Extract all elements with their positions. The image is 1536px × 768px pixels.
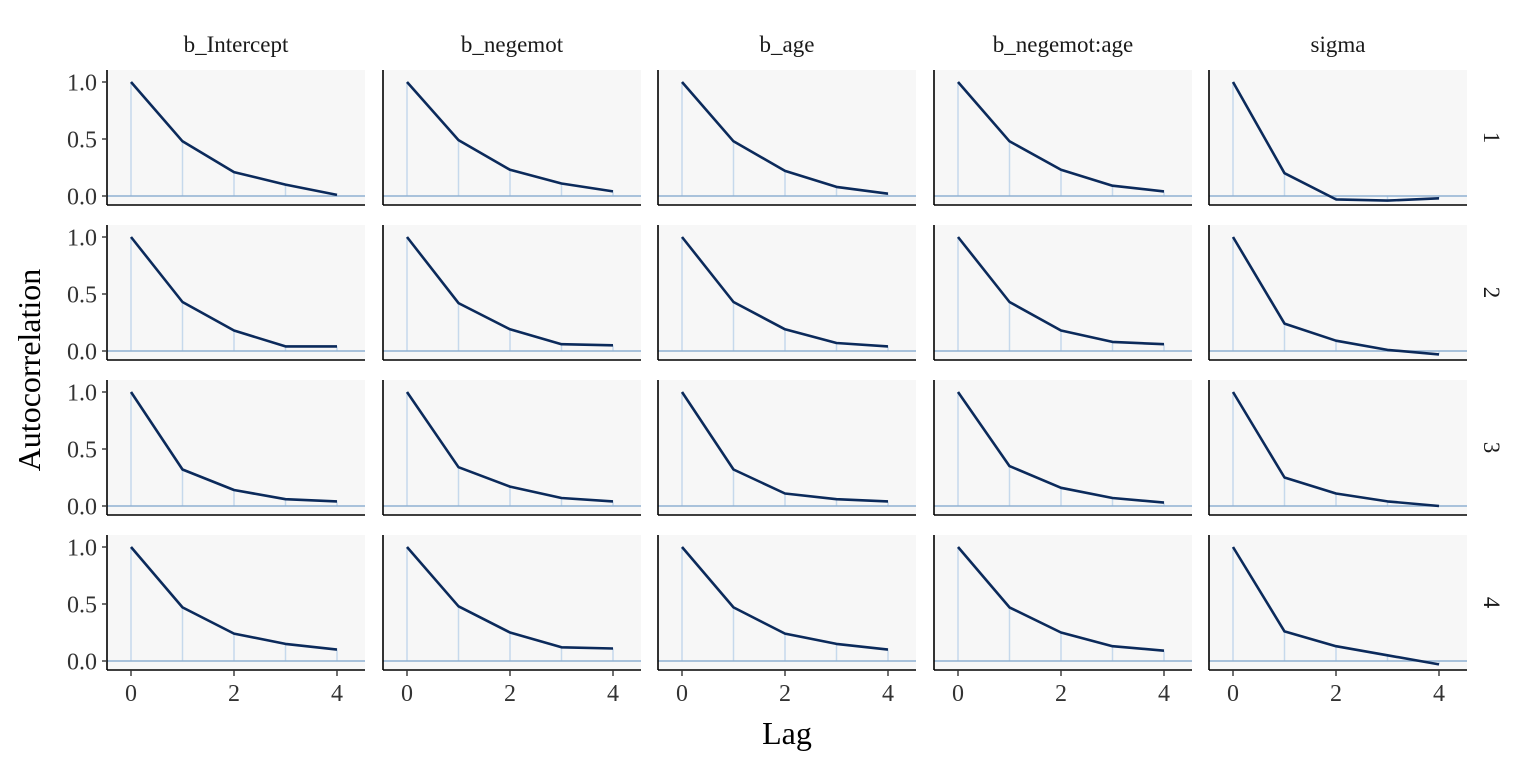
x-tick-label: 2 [1055,681,1067,707]
acf-line [406,546,614,650]
row-strip-3: 3 [1479,442,1504,454]
acf-line [406,81,614,193]
acf-line [956,391,1165,504]
panel-background [1209,225,1467,360]
panel-background [107,225,365,360]
y-tick-label: 1.0 [67,535,97,561]
y-tick-label: 1.0 [67,380,97,406]
panel-background [107,70,365,205]
y-tick-label: 0.5 [67,592,97,618]
panel-background [658,70,916,205]
panel-b-negemot-age-2 [933,225,1192,361]
panel-background [383,70,641,205]
panel-b-negemot-1 [382,70,641,206]
y-tick-label: 0.0 [67,184,97,210]
x-tick-label: 0 [125,681,137,707]
panel-b-age-2 [657,225,916,361]
x-tick-label: 0 [952,681,964,707]
panel-b-intercept-4: 0.0 0.5 1.0 0 2 4 [67,535,365,707]
panel-background [934,535,1192,670]
y-tick-label: 0.5 [67,127,97,153]
x-tick-label: 2 [504,681,516,707]
x-tick-label: 4 [882,681,894,707]
panel-background [658,535,916,670]
panel-background [658,225,916,360]
y-tick-label: 0.0 [67,494,97,520]
acf-line [1231,236,1440,356]
row-strip-1: 1 [1479,132,1504,144]
acf-line [956,236,1165,346]
panel-b-negemot-age-3 [933,380,1192,516]
acf-line [405,236,614,347]
y-tick-label: 0.5 [67,282,97,308]
panel-background [383,380,641,515]
y-tick-label: 1.0 [67,70,97,96]
panel-b-negemot-age-1 [933,70,1192,206]
acf-line [1231,391,1440,508]
x-tick-label: 4 [607,681,619,707]
panel-sigma-3 [1208,380,1467,516]
y-tick-label: 0.0 [67,649,97,675]
acf-line [1231,546,1440,666]
facet-grid: b_Intercept b_negemot b_age b_negemot:age si… [67,32,1504,707]
acf-line [681,546,889,651]
acf-line [957,81,1165,193]
acf-line [957,546,1165,652]
row-strip-2: 2 [1479,287,1504,299]
y-tick-label: 1.0 [67,225,97,251]
acf-line [680,236,889,348]
acf-line [681,81,889,195]
x-tick-label: 2 [228,681,240,707]
panel-background [383,225,641,360]
x-tick-label: 0 [1227,681,1239,707]
panel-background [1209,70,1467,205]
panel-background [934,70,1192,205]
panel-b-age-3 [657,380,916,516]
panel-b-negemot-4: 0 2 4 [382,535,641,707]
y-tick-label: 0.5 [67,437,97,463]
x-tick-label: 2 [779,681,791,707]
x-axis-title: Lag [762,715,812,751]
panel-sigma-4: 0 2 4 [1208,535,1467,707]
acf-line [680,391,889,503]
acf-line [1231,81,1440,202]
panel-background [1209,535,1467,670]
column-strip-b-intercept: b_Intercept [184,32,289,57]
row-strip-4: 4 [1479,597,1504,609]
panel-b-age-4: 0 2 4 [657,535,916,707]
panel-b-age-1 [657,70,916,206]
panel-background [934,380,1192,515]
panel-b-intercept-3: 0.0 0.5 1.0 [67,380,365,520]
panel-b-negemot-age-4: 0 2 4 [933,535,1192,707]
x-tick-label: 4 [1433,681,1445,707]
panel-background [107,535,365,670]
column-strip-sigma: sigma [1311,32,1366,57]
acf-line [129,236,337,348]
x-tick-label: 2 [1330,681,1342,707]
panel-b-intercept-1: 0.0 0.5 1.0 [67,70,365,210]
x-tick-label: 4 [331,681,343,707]
panel-b-negemot-2 [382,225,641,361]
y-tick-label: 0.0 [67,339,97,365]
x-tick-label: 0 [676,681,688,707]
panel-sigma-1 [1208,70,1467,206]
panel-sigma-2 [1208,225,1467,361]
acf-line [130,546,338,651]
x-tick-label: 0 [401,681,413,707]
y-axis-title: Autocorrelation [11,269,47,472]
panel-background [934,225,1192,360]
acf-line [129,391,338,503]
column-strip-b-age: b_age [760,32,815,57]
acf-line [405,391,614,503]
column-strip-b-negemot-age: b_negemot:age [993,32,1134,57]
acf-line [130,81,338,197]
panel-b-intercept-2: 0.0 0.5 1.0 [67,225,365,365]
x-tick-label: 4 [1158,681,1170,707]
column-strip-b-negemot: b_negemot [461,32,564,57]
panel-background [383,535,641,670]
panel-background [107,380,365,515]
panel-b-negemot-3 [382,380,641,516]
